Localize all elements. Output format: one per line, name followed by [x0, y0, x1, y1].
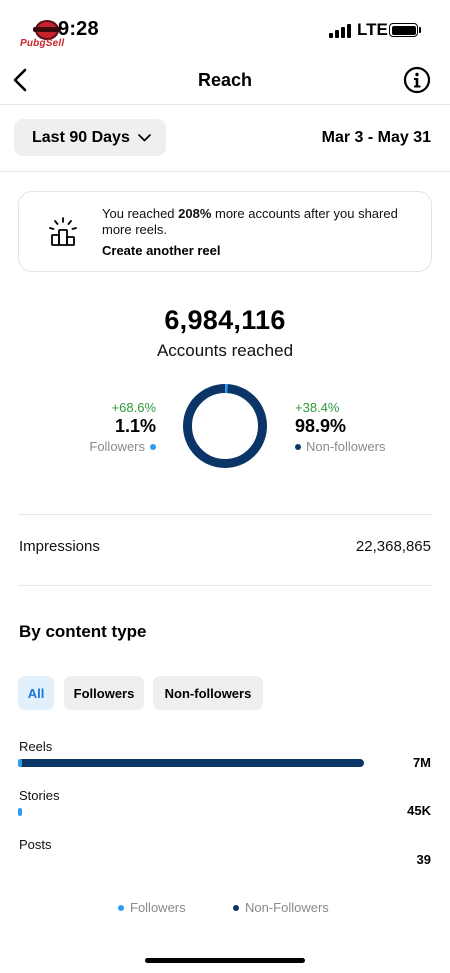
donut-followers-segment	[183, 384, 267, 468]
sparkle-podium-icon	[49, 217, 77, 246]
chart-legend: Followers Non-Followers	[0, 900, 450, 916]
back-button[interactable]	[6, 64, 34, 96]
impressions-value: 22,368,865	[355, 538, 431, 555]
legend-non-followers-label: Non-Followers	[245, 900, 329, 915]
content-type-title: By content type	[19, 622, 147, 641]
tip-text-before: You reached	[102, 206, 179, 221]
date-range: Mar 3 - May 31	[321, 129, 431, 146]
signal-icon	[329, 24, 351, 38]
followers-stat: +68.6% 1.1% Followers	[89, 400, 156, 454]
followers-change: +68.6%	[111, 400, 156, 415]
battery-icon	[389, 23, 418, 37]
non-followers-change: +38.4%	[295, 400, 340, 415]
accounts-reached-label: Accounts reached	[156, 341, 294, 360]
non-followers-dot	[295, 443, 301, 450]
legend-followers: Followers	[118, 900, 186, 915]
posts-label: Posts	[19, 837, 52, 852]
chip-non-followers[interactable]: Non-followers	[153, 676, 263, 710]
impressions-label: Impressions	[19, 538, 100, 555]
info-button[interactable]	[403, 66, 431, 94]
network-type: LTE	[357, 20, 388, 39]
reels-value: 7M	[412, 755, 431, 770]
legend-non-followers: Non-Followers	[233, 900, 329, 915]
non-followers-label-row: Non-followers	[295, 439, 385, 454]
tip-message: You reached 208% more accounts after you…	[102, 206, 402, 238]
donut-non-followers-ring	[183, 384, 267, 468]
non-followers-percent: 98.9%	[295, 416, 347, 436]
legend-followers-dot	[118, 904, 124, 911]
chip-all[interactable]: All	[18, 676, 54, 710]
home-indicator[interactable]	[145, 958, 305, 963]
status-time: 9:28	[58, 18, 99, 40]
reels-label: Reels	[19, 739, 53, 754]
stories-label: Stories	[19, 788, 60, 803]
legend-non-followers-dot	[233, 904, 239, 911]
watermark-logo: PubgSell	[20, 20, 76, 50]
followers-label-row: Followers	[89, 439, 156, 454]
followers-label: Followers	[89, 439, 145, 454]
followers-percent: 1.1%	[114, 416, 156, 436]
bar-segment-followers	[18, 808, 22, 816]
status-bar: PubgSell 9:28 LTE	[0, 0, 450, 58]
create-reel-link[interactable]: Create another reel	[102, 243, 221, 258]
nav-header: Reach	[0, 58, 450, 104]
stories-value: 45K	[407, 803, 431, 818]
tip-text-highlight: 208%	[178, 206, 212, 221]
info-icon	[403, 66, 431, 94]
period-dropdown[interactable]: Last 90 Days	[14, 119, 166, 156]
bar-segment-non-followers	[18, 759, 364, 767]
reach-donut-chart	[183, 384, 267, 468]
period-label: Last 90 Days	[32, 128, 130, 146]
battery-cap	[419, 27, 421, 33]
tip-text-after: more accounts after you shared more reel…	[102, 206, 398, 237]
tip-card: You reached 208% more accounts after you…	[18, 191, 432, 272]
posts-value: 39	[416, 852, 431, 867]
chip-followers[interactable]: Followers	[64, 676, 144, 710]
bar-segment-followers	[18, 759, 22, 767]
non-followers-label: Non-followers	[306, 439, 386, 454]
watermark-logo-text: PubgSell	[20, 38, 65, 49]
accounts-reached-total: 6,984,116	[164, 305, 286, 335]
followers-dot	[150, 443, 156, 450]
section-divider	[18, 585, 432, 586]
page-title: Reach	[197, 70, 253, 90]
chevron-left-icon	[13, 68, 27, 92]
legend-followers-label: Followers	[130, 900, 186, 915]
non-followers-stat: +38.4% 98.9% Non-followers	[295, 400, 385, 454]
date-divider	[0, 171, 450, 172]
header-divider	[0, 104, 450, 105]
chevron-down-icon	[137, 133, 151, 142]
section-divider	[18, 514, 432, 515]
